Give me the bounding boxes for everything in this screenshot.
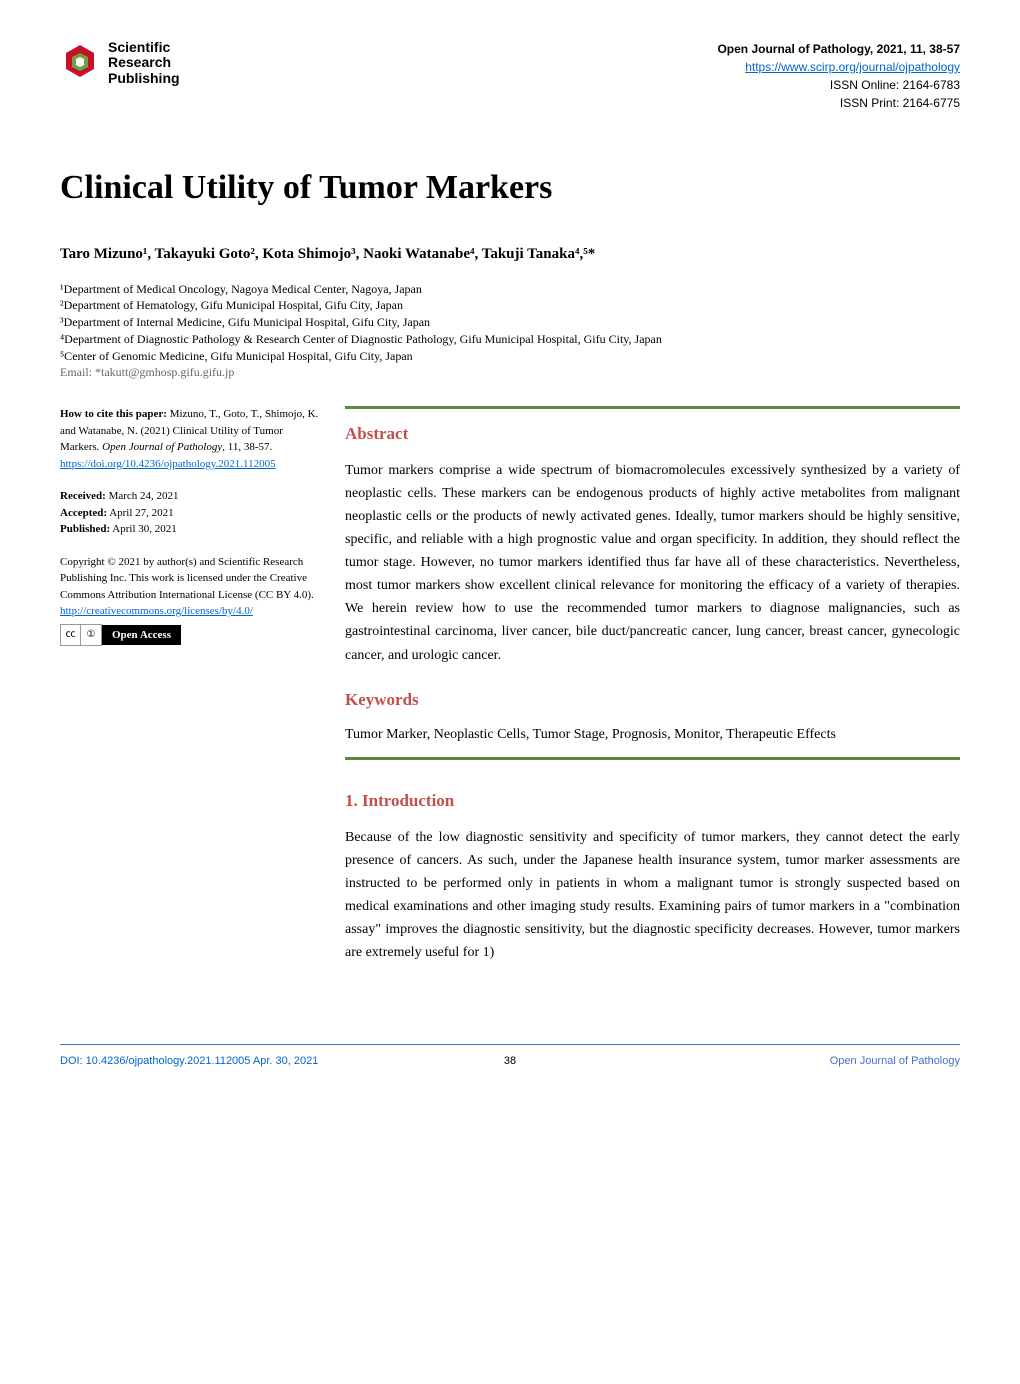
- issn-print: ISSN Print: 2164-6775: [717, 94, 960, 112]
- abstract-text: Tumor markers comprise a wide spectrum o…: [345, 459, 960, 667]
- journal-info-block: Open Journal of Pathology, 2021, 11, 38-…: [717, 40, 960, 112]
- affiliation-2: ²Department of Hematology, Gifu Municipa…: [60, 297, 960, 314]
- main-two-column: How to cite this paper: Mizuno, T., Goto…: [60, 406, 960, 984]
- keywords-text: Tumor Marker, Neoplastic Cells, Tumor St…: [345, 724, 960, 745]
- cite-issue: , 11, 38-57.: [222, 441, 272, 453]
- right-content: Abstract Tumor markers comprise a wide s…: [345, 406, 960, 984]
- left-sidebar: How to cite this paper: Mizuno, T., Goto…: [60, 406, 320, 984]
- affiliations-block: ¹Department of Medical Oncology, Nagoya …: [60, 281, 960, 382]
- received-label: Received:: [60, 490, 106, 502]
- accepted-date: April 27, 2021: [107, 507, 174, 519]
- journal-url[interactable]: https://www.scirp.org/journal/ojpatholog…: [745, 60, 960, 74]
- cc-icons: ㏄ ①: [60, 624, 102, 646]
- affiliation-3: ³Department of Internal Medicine, Gifu M…: [60, 314, 960, 331]
- publisher-name: Scientific Research Publishing: [108, 40, 180, 86]
- publisher-logo: Scientific Research Publishing: [60, 40, 180, 86]
- cc-badge: ㏄ ① Open Access: [60, 624, 320, 646]
- abstract-heading: Abstract: [345, 421, 960, 447]
- copyright-block: Copyright © 2021 by author(s) and Scient…: [60, 554, 320, 646]
- affiliation-1: ¹Department of Medical Oncology, Nagoya …: [60, 281, 960, 298]
- copyright-text: Copyright © 2021 by author(s) and Scient…: [60, 554, 320, 604]
- intro-text: Because of the low diagnostic sensitivit…: [345, 826, 960, 965]
- footer-journal: Open Journal of Pathology: [830, 1053, 960, 1070]
- intro-heading: 1. Introduction: [345, 788, 960, 814]
- license-link[interactable]: http://creativecommons.org/licenses/by/4…: [60, 605, 253, 617]
- footer-page-num: 38: [504, 1053, 516, 1070]
- dates-block: Received: March 24, 2021 Accepted: April…: [60, 488, 320, 538]
- published-label: Published:: [60, 523, 110, 535]
- logo-line-3: Publishing: [108, 71, 180, 86]
- cite-journal: Open Journal of Pathology: [102, 441, 222, 453]
- page-header: Scientific Research Publishing Open Jour…: [60, 40, 960, 112]
- footer-doi: DOI: 10.4236/ojpathology.2021.112005 Apr…: [60, 1053, 318, 1070]
- by-icon: ①: [81, 625, 101, 645]
- citation-block: How to cite this paper: Mizuno, T., Goto…: [60, 406, 320, 472]
- issn-online: ISSN Online: 2164-6783: [717, 76, 960, 94]
- affiliation-4: ⁴Department of Diagnostic Pathology & Re…: [60, 331, 960, 348]
- logo-line-2: Research: [108, 55, 180, 70]
- corresponding-email: Email: *takutt@gmhosp.gifu.gifu.jp: [60, 364, 960, 381]
- green-divider: [345, 757, 960, 760]
- open-access-label: Open Access: [102, 625, 181, 646]
- cc-icon: ㏄: [61, 625, 81, 645]
- accepted-label: Accepted:: [60, 507, 107, 519]
- cite-heading: How to cite this paper:: [60, 408, 167, 420]
- keywords-heading: Keywords: [345, 687, 960, 713]
- page-footer: DOI: 10.4236/ojpathology.2021.112005 Apr…: [60, 1044, 960, 1070]
- author-list: Taro Mizuno¹, Takayuki Goto², Kota Shimo…: [60, 243, 960, 266]
- received-date: March 24, 2021: [106, 490, 179, 502]
- doi-link[interactable]: https://doi.org/10.4236/ojpathology.2021…: [60, 458, 276, 470]
- logo-line-1: Scientific: [108, 40, 180, 55]
- abstract-section: Abstract Tumor markers comprise a wide s…: [345, 406, 960, 964]
- published-date: April 30, 2021: [110, 523, 177, 535]
- journal-title: Open Journal of Pathology, 2021, 11, 38-…: [717, 40, 960, 58]
- srp-logo-icon: [60, 43, 100, 83]
- article-title: Clinical Utility of Tumor Markers: [60, 162, 960, 213]
- affiliation-5: ⁵Center of Genomic Medicine, Gifu Munici…: [60, 348, 960, 365]
